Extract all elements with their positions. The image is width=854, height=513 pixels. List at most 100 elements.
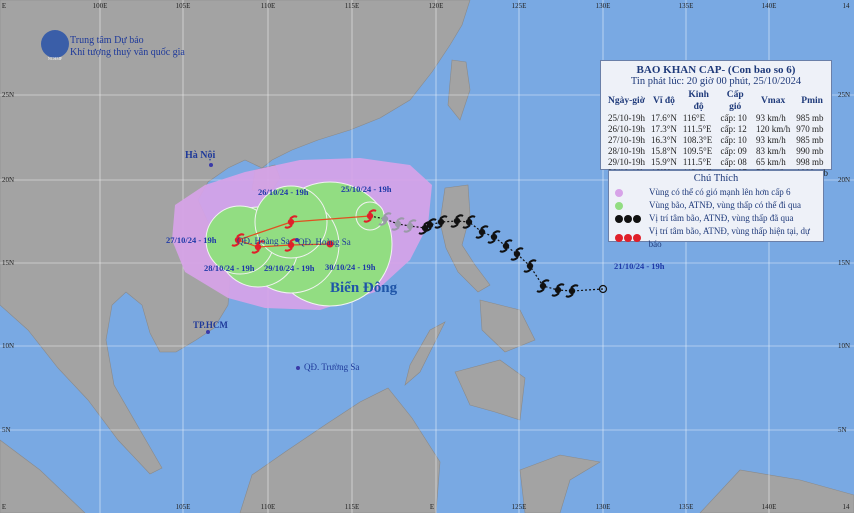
bulletin-issued: Tin phát lúc: 20 giờ 00 phút, 25/10/2024 bbox=[630, 76, 802, 87]
icon-center bbox=[381, 215, 389, 223]
table-cell: 990 mb bbox=[796, 146, 824, 156]
past-position bbox=[499, 239, 513, 253]
lat-label: 5N bbox=[2, 426, 11, 434]
table-cell: 108.3°E bbox=[682, 135, 713, 145]
place-label: QĐ. Trường Sa bbox=[304, 362, 359, 372]
lon-label: 105E bbox=[176, 2, 191, 10]
lon-label: 105E bbox=[176, 503, 191, 511]
past-position bbox=[510, 247, 524, 261]
place-dot bbox=[209, 163, 213, 167]
lon-label: E bbox=[2, 2, 6, 10]
place-label: TP.HCM bbox=[193, 320, 228, 330]
table-cell: 17.6°N bbox=[651, 113, 677, 123]
table-cell: 25/10-19h bbox=[608, 113, 645, 123]
icon-arm bbox=[403, 228, 412, 233]
icon-arm bbox=[378, 221, 387, 226]
legend-text: Vùng bão, ATNĐ, vùng thấp có thể đi qua bbox=[649, 200, 801, 210]
lat-label: 10N bbox=[838, 342, 850, 350]
table-cell: 17.3°N bbox=[651, 124, 677, 134]
lat-label: 10N bbox=[2, 342, 14, 350]
table-cell: 29/10-19h bbox=[608, 157, 645, 167]
lat-label: 15N bbox=[838, 259, 850, 267]
swatch-dot bbox=[615, 201, 623, 210]
forecast-position bbox=[251, 240, 265, 254]
table-cell: cấp: 10 bbox=[720, 135, 747, 145]
icon-arm bbox=[418, 230, 427, 235]
table-cell: 83 km/h bbox=[755, 146, 786, 156]
icon-arm bbox=[236, 233, 245, 238]
icon-center bbox=[366, 212, 374, 220]
forecast-low bbox=[326, 240, 334, 248]
icon-arm bbox=[475, 234, 484, 239]
logo bbox=[41, 30, 69, 58]
swatch-dot bbox=[615, 188, 623, 197]
icon-arm bbox=[492, 230, 501, 235]
column-header: Cấp gió bbox=[726, 90, 744, 112]
table-cell: 65 km/h bbox=[755, 157, 786, 167]
swatch-dot bbox=[624, 214, 632, 223]
icon-center bbox=[453, 217, 461, 225]
swatch-dot bbox=[615, 234, 623, 242]
place-label: QĐ. Hoàng Sa bbox=[237, 236, 290, 246]
table-row: 29/10-19h 15.9°N 111.5°E cấp: 08 65 km/h 998 … bbox=[605, 157, 831, 168]
lat-label: 25N bbox=[2, 91, 14, 99]
legend-text: Vị trí tâm bão, ATNĐ, vùng thấp hiện tại… bbox=[648, 226, 810, 249]
table-cell: cấp: 12 bbox=[720, 124, 747, 134]
icon-center bbox=[406, 222, 414, 230]
icon-center bbox=[394, 220, 402, 228]
mainland bbox=[0, 0, 471, 475]
table-row: 27/10-19h 16.3°N 108.3°E cấp: 10 93 km/h 985 … bbox=[605, 135, 831, 146]
lon-label: 135E bbox=[679, 2, 694, 10]
table-cell: cấp: 09 bbox=[720, 146, 747, 156]
table-cell: 93 km/h bbox=[755, 135, 786, 145]
swatch-dot bbox=[633, 234, 641, 242]
lon-label: 125E bbox=[512, 2, 527, 10]
lon-label: 100E bbox=[93, 2, 108, 10]
icon-arm bbox=[570, 284, 579, 289]
lon-label: E bbox=[430, 503, 434, 511]
table-cell: 116°E bbox=[682, 113, 706, 123]
track-label: 26/10/24 - 19h bbox=[258, 187, 309, 197]
table-cell: 985 mb bbox=[796, 135, 824, 145]
icon-arm bbox=[515, 247, 524, 252]
logo-text: NCHMF bbox=[48, 56, 63, 61]
table-cell: 109.5°E bbox=[682, 146, 713, 156]
place-label: QĐ. Hoàng Sa bbox=[298, 237, 351, 247]
lon-label: 14 bbox=[843, 2, 851, 10]
icon-arm bbox=[487, 239, 496, 244]
icon-arm bbox=[256, 240, 265, 245]
icon-arm bbox=[565, 293, 574, 298]
legend-item: Vị trí tâm bão, ATNĐ, vùng thấp đã qua bbox=[615, 212, 823, 225]
column-header: Pmin bbox=[801, 96, 823, 106]
table-cell: 16.3°N bbox=[651, 135, 677, 145]
forecast-table: Ngày-giờ Vĩ độ Kinh độ Cấp gió Vmax Pmin 25/10… bbox=[605, 89, 831, 179]
lon-label: 130E bbox=[596, 2, 611, 10]
legend-items: Vùng có thể có gió mạnh lên hơn cấp 6 Vùn… bbox=[609, 186, 823, 251]
table-cell: 15.9°N bbox=[651, 157, 677, 167]
past-position bbox=[551, 283, 565, 297]
icon-center bbox=[287, 241, 295, 249]
icon-arm bbox=[284, 224, 293, 229]
icon-center bbox=[426, 221, 434, 229]
taiwan bbox=[447, 59, 471, 121]
icon-arm bbox=[434, 224, 443, 229]
bulletin-title: BAO KHAN CAP- (Con bao so 6) bbox=[636, 64, 796, 76]
icon-arm bbox=[462, 224, 471, 229]
legend-swatch bbox=[615, 201, 649, 210]
table-cell: 998 mb bbox=[796, 157, 824, 167]
place-dot bbox=[206, 330, 210, 334]
icon-center bbox=[502, 242, 510, 250]
past-position bbox=[450, 214, 464, 228]
past-position bbox=[434, 215, 448, 229]
icon-arm bbox=[423, 221, 432, 226]
track-label: 30/10/24 - 19h bbox=[325, 262, 376, 272]
column-header: Vĩ độ bbox=[652, 96, 675, 106]
forecast-position bbox=[284, 215, 298, 229]
table-cell: 985 mb bbox=[796, 113, 824, 123]
icon-center bbox=[539, 282, 547, 290]
lon-label: 115E bbox=[345, 2, 360, 10]
icon-arm bbox=[383, 212, 392, 217]
table-cell: 970 mb bbox=[796, 124, 824, 134]
interp-position bbox=[391, 217, 405, 231]
table-header: Ngày-giờ Vĩ độ Kinh độ Cấp gió Vmax Pmin bbox=[605, 89, 831, 113]
